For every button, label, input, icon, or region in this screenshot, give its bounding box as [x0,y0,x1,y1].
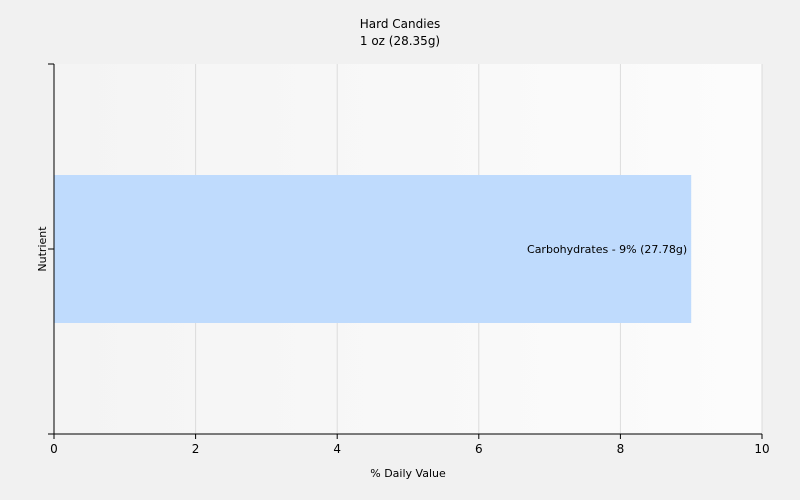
data-label: Carbohydrates - 9% (27.78g) [527,243,687,256]
x-tick-label: 4 [333,442,341,456]
x-tick-label: 0 [50,442,58,456]
x-tick-labels: 0 2 4 6 8 10 [50,442,769,456]
x-axis-title: % Daily Value [370,467,446,480]
x-tick-label: 10 [754,442,769,456]
x-tick-label: 6 [475,442,483,456]
axes [48,63,763,439]
x-tick-label: 2 [192,442,200,456]
bar [54,175,692,323]
y-axis-title: Nutrient [36,226,49,272]
bars: Carbohydrates - 9% (27.78g) [54,175,692,323]
x-tick-label: 8 [617,442,625,456]
chart-subtitle: 1 oz (28.35g) [360,34,440,48]
chart-title: Hard Candies [360,17,440,31]
